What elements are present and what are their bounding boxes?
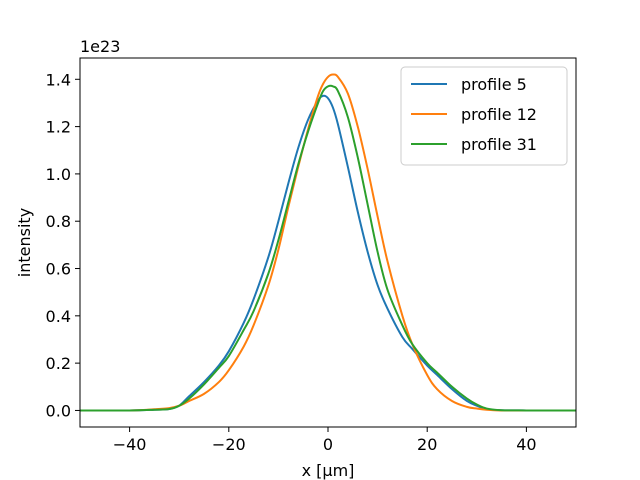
series-line-3 bbox=[80, 84, 576, 412]
y-tick-label: 1.2 bbox=[46, 118, 71, 137]
x-tick-label: 20 bbox=[417, 435, 437, 454]
y-axis-label: intensity bbox=[15, 208, 34, 277]
series-line-2 bbox=[80, 73, 576, 412]
x-tick-label: −20 bbox=[212, 435, 246, 454]
y-tick-label: 0.0 bbox=[46, 401, 71, 420]
y-offset-text: 1e23 bbox=[80, 37, 120, 56]
legend-label: profile 12 bbox=[461, 105, 537, 124]
legend-box bbox=[400, 66, 568, 166]
y-tick-label: 1.4 bbox=[46, 70, 71, 89]
series-line-1 bbox=[80, 94, 576, 412]
legend-label: profile 5 bbox=[461, 75, 527, 94]
x-tick-label: 40 bbox=[516, 435, 536, 454]
y-tick-label: 0.4 bbox=[46, 307, 71, 326]
x-tick-label: −40 bbox=[113, 435, 147, 454]
legend: profile 5 profile 12 profile 31 bbox=[400, 66, 568, 166]
y-axis: 0.0 0.2 0.4 0.6 0.8 1.0 1.2 1.4 bbox=[46, 70, 80, 420]
y-tick-label: 0.2 bbox=[46, 354, 71, 373]
y-tick-label: 0.8 bbox=[46, 212, 71, 231]
legend-label: profile 31 bbox=[461, 135, 537, 154]
y-tick-label: 1.0 bbox=[46, 165, 71, 184]
plot-area bbox=[80, 73, 576, 412]
x-axis-label: x [μm] bbox=[302, 461, 355, 480]
x-axis: −40 −20 0 20 40 bbox=[113, 427, 537, 454]
x-tick-label: 0 bbox=[323, 435, 333, 454]
y-tick-label: 0.6 bbox=[46, 260, 71, 279]
